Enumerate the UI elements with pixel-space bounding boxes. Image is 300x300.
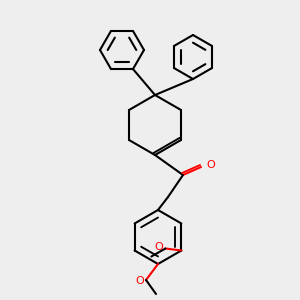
Text: O: O <box>135 276 144 286</box>
Text: O: O <box>206 160 215 170</box>
Text: O: O <box>154 242 164 253</box>
